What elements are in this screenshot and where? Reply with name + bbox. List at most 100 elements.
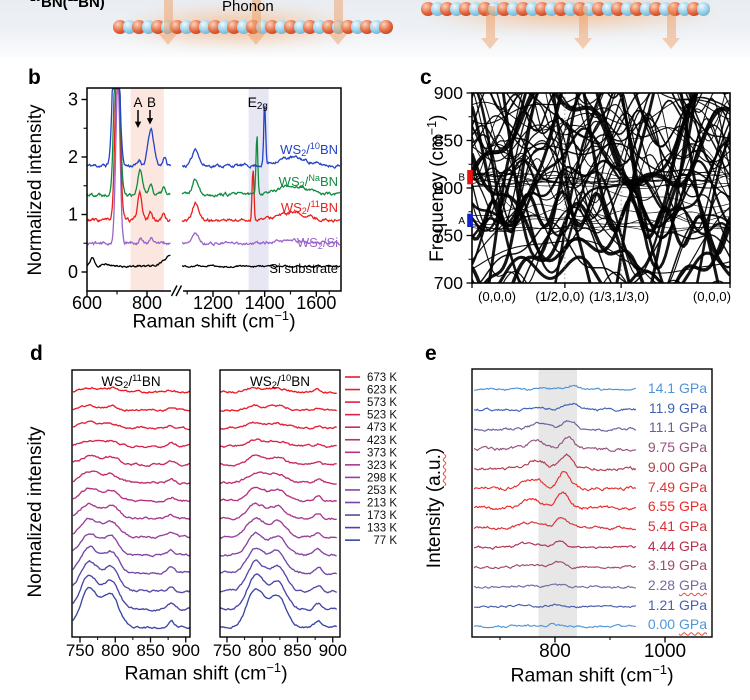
legend-label: Si substrate [269,261,338,276]
y-tick-label: 900 [434,83,463,103]
temperature-curve [220,386,337,395]
spectrum-curve [181,264,341,269]
x-tick-label: (0,0,0) [478,289,516,304]
pressure-curve [473,560,636,570]
phonon-arrow-icon [574,38,592,49]
temperature-curve [72,487,190,503]
pressure-curve [474,603,637,609]
panel-letter-e: e [425,342,437,365]
phonon-band-line [472,172,730,185]
spectra-group [220,386,338,629]
x-tick-label: 850 [283,641,311,660]
temperature-curve [72,454,190,468]
spectra-group [473,384,637,629]
temperature-curve [72,533,190,558]
plot-frame [471,368,713,638]
pressure-curve [473,491,637,511]
legend-label: 77 K [373,535,397,547]
axis-break-slash [175,285,183,297]
pressure-curve [473,435,637,452]
legend-label: 523 K [367,410,397,422]
panel-e-ylabel-pre: Intensity ( [424,485,445,569]
x-tick-label: 900 [172,641,200,660]
temperature-curve [72,545,190,575]
temperature-curve [72,386,190,394]
x-tick-label: 600 [72,293,102,313]
spectra-group [72,386,190,630]
phonon-arrow-shaft [163,0,173,34]
pressure-label: 9.00 GPa [647,458,707,475]
phonon-arrow-shaft [251,0,261,34]
phonon-band-line [472,191,730,283]
panel-a-schematic: 10BN(11BN) Phonon [0,0,750,57]
legend-label: 298 K [367,472,397,484]
pressure-curve [473,516,637,531]
temperature-curve [220,547,338,576]
spectrum-curve [181,136,341,198]
x-tick-label: 850 [136,641,164,660]
y-tick-label: 750 [434,226,463,246]
phonon-band-line [472,93,699,263]
x-tick-label: 1200 [193,293,233,313]
temperature-curve [220,486,337,503]
spectrum-curve [181,232,341,247]
temperature-curve [220,516,337,540]
phonon-band-line [472,93,730,145]
pressure-curve [473,471,637,492]
temperature-curve [220,471,337,485]
phonon-arrow-icon [329,34,347,45]
phonon-band-line [472,158,730,254]
pressure-label: 7.49 GPa [647,478,707,495]
x-tick-label: 1400 [245,293,285,313]
pressure-curve [473,540,637,550]
legend-label: 423 K [367,435,397,447]
x-tick-label: 900 [319,641,347,660]
panel-letter-d: d [30,342,43,365]
temperature-curve [220,502,337,521]
legend-label: WS2/10BN [280,141,338,158]
panel-c-chart: 700 750 800 850 900 (0,0,0) (1/2,0,0) (1/3,1/3,… [434,83,731,304]
temperature-curve [220,559,338,594]
temperature-curve [72,502,190,521]
phonon-band-line [476,93,730,283]
plot-frame [86,87,342,292]
x-tick-label: (0,0,0) [693,289,731,304]
y-tick-label: 3 [68,90,78,110]
pressure-label: 11.9 GPa [648,399,707,416]
temperature-curve [72,439,190,449]
temperature-curve [72,420,190,431]
pressure-label: 11.1 GPa [648,419,707,436]
phonon-band-line [487,93,720,283]
nitrogen-atom-right [696,2,711,16]
phonon-band-line [472,201,730,283]
panel-e-ylabel: Intensity (a.u.) [424,408,446,608]
x-tick-label: (1/2,0,0) [535,289,584,304]
spectrum-curve [86,88,171,247]
legend-label: 573 K [367,397,397,409]
pressure-curve [473,583,636,589]
peak-A-label: A [133,95,142,110]
phonon-arrow-shaft [485,6,495,38]
phonon-band-line [472,180,730,189]
peak-B-label: B [147,95,156,110]
legend-label: 623 K [367,385,397,397]
temperature-curve [220,531,337,557]
phonon-arrow-shaft [666,6,676,38]
phonon-arrow-icon [159,34,177,45]
plot-frame [71,369,191,638]
pressure-curve [474,402,637,413]
arrow-down-icon [134,121,142,128]
spectrum-curve [86,88,171,224]
x-tick-label: 800 [248,641,276,660]
panel-e-xlabel: Raman shift (cm−1) [510,662,674,687]
legend-label: 373 K [367,447,397,459]
panel-d-chart: 750 800 850 900 WS2/11BN 750 800 850 900 WS2/10BN… [66,369,397,660]
phonon-band-line [472,171,730,184]
pressure-label: 3.19 GPa [647,557,707,574]
phonon-band-line [472,208,730,223]
temperature-curve [72,517,190,540]
legend-label: WS2/11BN [281,199,338,216]
legend-label: WS2/Si [297,235,338,251]
x-tick-label: 1000 [644,641,686,662]
